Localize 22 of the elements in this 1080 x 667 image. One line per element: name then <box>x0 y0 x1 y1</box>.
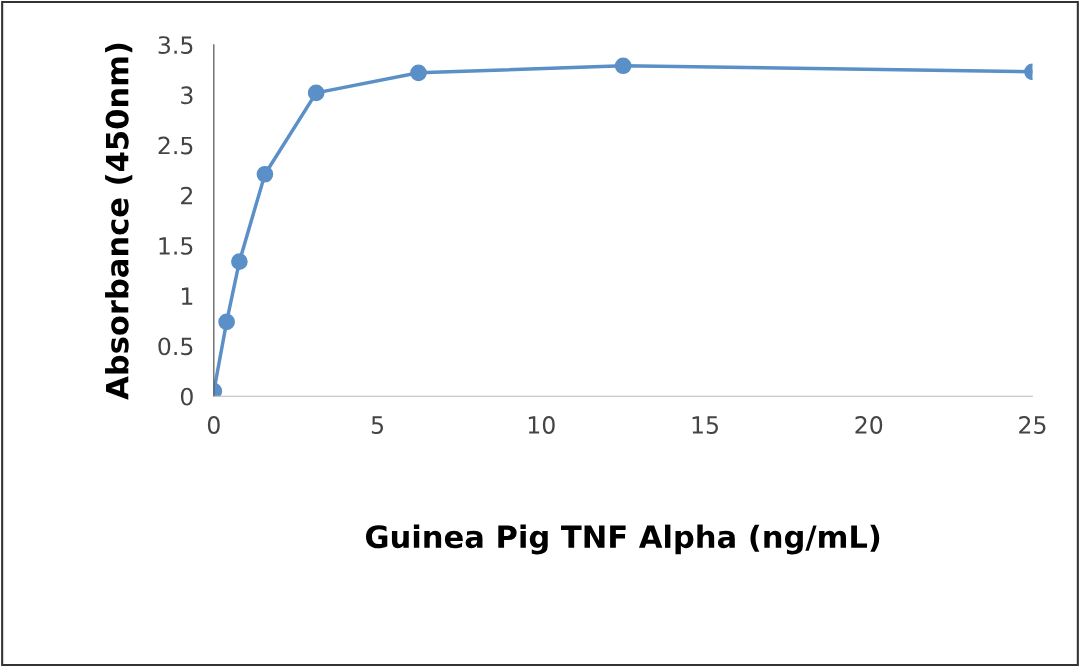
y-tick-label: 2 <box>181 186 193 205</box>
point <box>614 57 632 75</box>
x-axis-title: Guinea Pig TNF Alpha (ng/mL) <box>366 524 880 555</box>
point <box>307 84 325 102</box>
x-tick-label: 0 <box>207 416 220 434</box>
x-tick-label: 15 <box>692 416 718 434</box>
point <box>218 313 235 331</box>
point <box>256 165 274 183</box>
point <box>410 64 427 82</box>
x-tick-label: 10 <box>528 416 555 434</box>
y-tick-label: 1.5 <box>159 237 193 255</box>
x-tick-label: 5 <box>371 416 384 434</box>
y-tick-label: 0.5 <box>158 337 193 356</box>
y-axis-title: Absorbance (450nm) <box>105 43 133 400</box>
y-tick-label: 0 <box>180 387 193 406</box>
y-tick-label: 2.5 <box>158 136 193 155</box>
x-tick-label: 25 <box>1019 416 1046 434</box>
y-tick-label: 3 <box>181 86 193 105</box>
x-tick-label: 20 <box>855 416 883 434</box>
y-tick-label: 3.5 <box>158 36 193 54</box>
y-tick-label: 1 <box>181 287 193 305</box>
point <box>231 253 248 270</box>
